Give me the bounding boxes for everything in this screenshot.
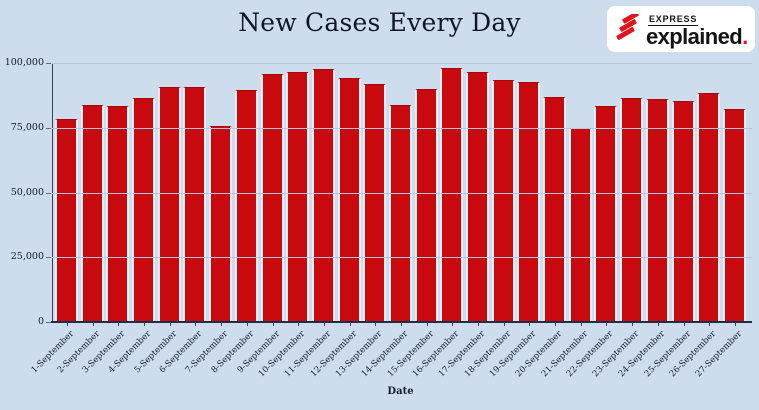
x-tick-mark [451,323,453,326]
x-tick-mark [528,323,530,326]
bar-20-September [543,96,567,322]
express-stripes-icon [616,14,639,41]
y-tick-label: 25,000 [10,251,44,263]
x-tick-mark [631,323,633,326]
express-explained-logo: EXPRESS explained. [607,6,755,52]
gridline [52,127,752,129]
y-tick-mark [46,192,51,194]
bar-25-September [671,100,695,322]
x-tick-mark [117,323,119,326]
bar-13-September [363,83,387,322]
y-tick-mark [46,127,51,129]
x-tick-mark [683,323,685,326]
x-tick-mark [169,323,171,326]
y-tick-label: 100,000 [4,57,44,68]
y-tick-label: 75,000 [10,121,44,133]
bar-24-September [645,99,669,322]
gridline [52,63,752,64]
logo-red-period: . [742,24,748,49]
x-tick-mark [297,323,299,326]
y-tick-mark [46,322,51,323]
bar-10-September [286,71,310,322]
logo-text: EXPRESS explained. [646,10,748,48]
x-tick-mark [92,323,94,326]
bar-9-September [260,74,284,322]
gridline [52,192,752,194]
bar-4-September [132,98,156,322]
bar-15-September [414,88,438,322]
bar-2-September [80,104,104,322]
bar-19-September [517,82,541,322]
x-tick-mark [272,323,274,326]
bars-layer [52,63,749,322]
y-tick-label: 0 [37,316,44,327]
x-tick-mark [220,323,222,326]
bar-27-September [722,109,746,322]
x-tick-mark [349,323,351,326]
bar-14-September [388,104,412,322]
logo-express-label: EXPRESS [648,14,699,26]
bar-1-September [55,119,78,322]
bar-7-September [209,125,233,322]
bar-12-September [337,77,361,322]
chart-title: New Cases Every Day [238,8,521,37]
x-axis-title: Date [387,386,414,397]
gridline [52,257,752,259]
x-tick-mark [66,323,68,326]
bar-11-September [311,69,335,322]
y-tick-mark [46,63,51,64]
x-tick-mark [554,323,556,326]
plot-area: 1-September 2-September 3-September 4-Septe… [29,63,752,379]
bar-8-September [234,89,258,322]
x-tick-mark [400,323,402,326]
x-tick-mark [246,323,248,326]
x-axis-labels-layer: 1-September 2-September 3-September 4-Septe… [29,322,749,402]
logo-explained-word: explained [646,24,743,49]
x-tick-mark [605,323,607,326]
x-tick-mark [323,323,325,326]
x-tick-mark [374,323,376,326]
x-tick-mark [580,323,582,326]
bar-22-September [594,106,618,322]
x-tick-mark [708,323,710,326]
x-axis-line [51,321,752,323]
x-tick-mark [194,323,196,326]
bar-3-September [106,106,130,322]
bar-5-September [157,87,181,322]
x-tick-mark [143,323,145,326]
bar-26-September [697,92,721,322]
bar-21-September [568,127,592,322]
x-tick-mark [734,323,736,326]
bar-16-September [440,68,464,322]
x-tick-mark [477,323,479,326]
y-tick-label: 50,000 [10,186,44,198]
x-tick-mark [657,323,659,326]
bar-18-September [491,80,515,322]
y-tick-mark [46,257,51,259]
bar-17-September [466,72,489,322]
x-tick-mark [503,323,505,326]
bar-23-September [620,97,644,322]
x-tick-mark [426,323,428,326]
bar-6-September [183,86,207,322]
logo-explained-label: explained. [646,26,748,48]
